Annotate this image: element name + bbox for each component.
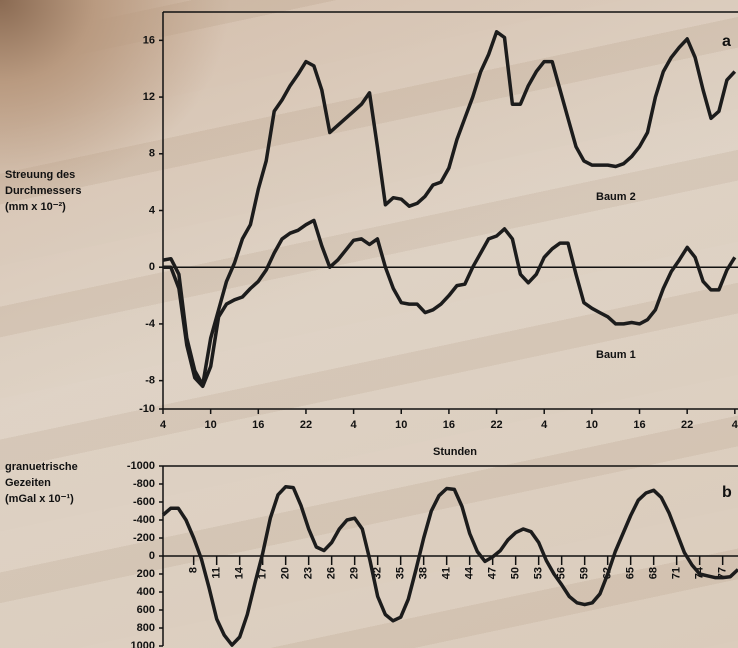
x-tick-label: 16 — [633, 419, 645, 431]
x-tick-label: 11 — [211, 567, 223, 579]
y-tick-label: 12 — [143, 91, 155, 103]
y-tick-label: -600 — [133, 496, 155, 508]
chart: Streuung des Durchmessers (mm x 10⁻²) St… — [0, 0, 738, 648]
y-tick-label: 4 — [149, 204, 156, 216]
y-tick-label: -4 — [145, 318, 156, 330]
x-tick-label: 22 — [490, 419, 502, 431]
series-label: Baum 1 — [596, 349, 636, 361]
y-axis-label: Streuung des — [5, 169, 75, 181]
x-tick-label: 29 — [349, 567, 361, 579]
y-tick-label: -8 — [145, 375, 155, 387]
y-tick-label: -400 — [133, 514, 155, 526]
x-tick-label: 8 — [188, 567, 200, 573]
x-tick-label: 26 — [326, 567, 338, 579]
x-tick-label: 41 — [441, 567, 453, 579]
x-tick-label: 4 — [541, 419, 548, 431]
x-tick-label: 35 — [395, 567, 407, 579]
x-tick-label: 10 — [205, 419, 217, 431]
x-tick-label: 10 — [395, 419, 407, 431]
y-axis-label: (mGal x 10⁻¹) — [5, 493, 74, 505]
panel-label: b — [722, 484, 732, 501]
x-tick-label: 4 — [351, 419, 358, 431]
y-tick-label: 16 — [143, 34, 155, 46]
series-label: Baum 2 — [596, 191, 636, 203]
x-tick-label: 4 — [160, 419, 167, 431]
y-tick-label: 200 — [137, 568, 155, 580]
data-line — [163, 32, 735, 385]
x-tick-label: 47 — [487, 567, 499, 579]
x-tick-label: 10 — [586, 419, 598, 431]
x-tick-label: 59 — [579, 567, 591, 579]
x-tick-label: 4 — [732, 419, 738, 431]
y-tick-label: 0 — [149, 261, 155, 273]
x-tick-label: 38 — [418, 567, 430, 579]
x-tick-label: 22 — [681, 419, 693, 431]
x-tick-label: 50 — [510, 567, 522, 579]
x-tick-label: 22 — [300, 419, 312, 431]
x-tick-label: 68 — [648, 567, 660, 579]
panel-label: a — [722, 33, 731, 50]
x-axis-label: Stunden — [433, 446, 477, 458]
x-tick-label: 16 — [252, 419, 264, 431]
x-tick-label: 71 — [671, 567, 683, 579]
y-axis-label: (mm x 10⁻²) — [5, 201, 66, 213]
y-axis-label: Gezeiten — [5, 477, 51, 489]
y-tick-label: 1000 — [131, 640, 155, 648]
y-tick-label: 600 — [137, 604, 155, 616]
y-tick-label: 8 — [149, 148, 155, 160]
x-tick-label: 14 — [234, 566, 246, 579]
y-axis-label: granuetrische — [5, 461, 78, 473]
x-tick-label: 44 — [464, 566, 476, 579]
y-tick-label: 400 — [137, 586, 155, 598]
y-axis-label: Durchmessers — [5, 185, 81, 197]
x-tick-label: 16 — [443, 419, 455, 431]
x-tick-label: 23 — [303, 567, 315, 579]
x-tick-label: 53 — [533, 567, 545, 579]
y-tick-label: 800 — [137, 622, 155, 634]
data-line — [163, 487, 738, 645]
y-tick-label: -800 — [133, 478, 155, 490]
y-tick-label: -10 — [139, 403, 155, 415]
data-line — [163, 220, 735, 386]
y-tick-label: -200 — [133, 532, 155, 544]
y-tick-label: 0 — [149, 550, 155, 562]
x-tick-label: 65 — [625, 567, 637, 579]
y-tick-label: -1000 — [127, 460, 155, 472]
x-tick-label: 20 — [280, 567, 292, 579]
